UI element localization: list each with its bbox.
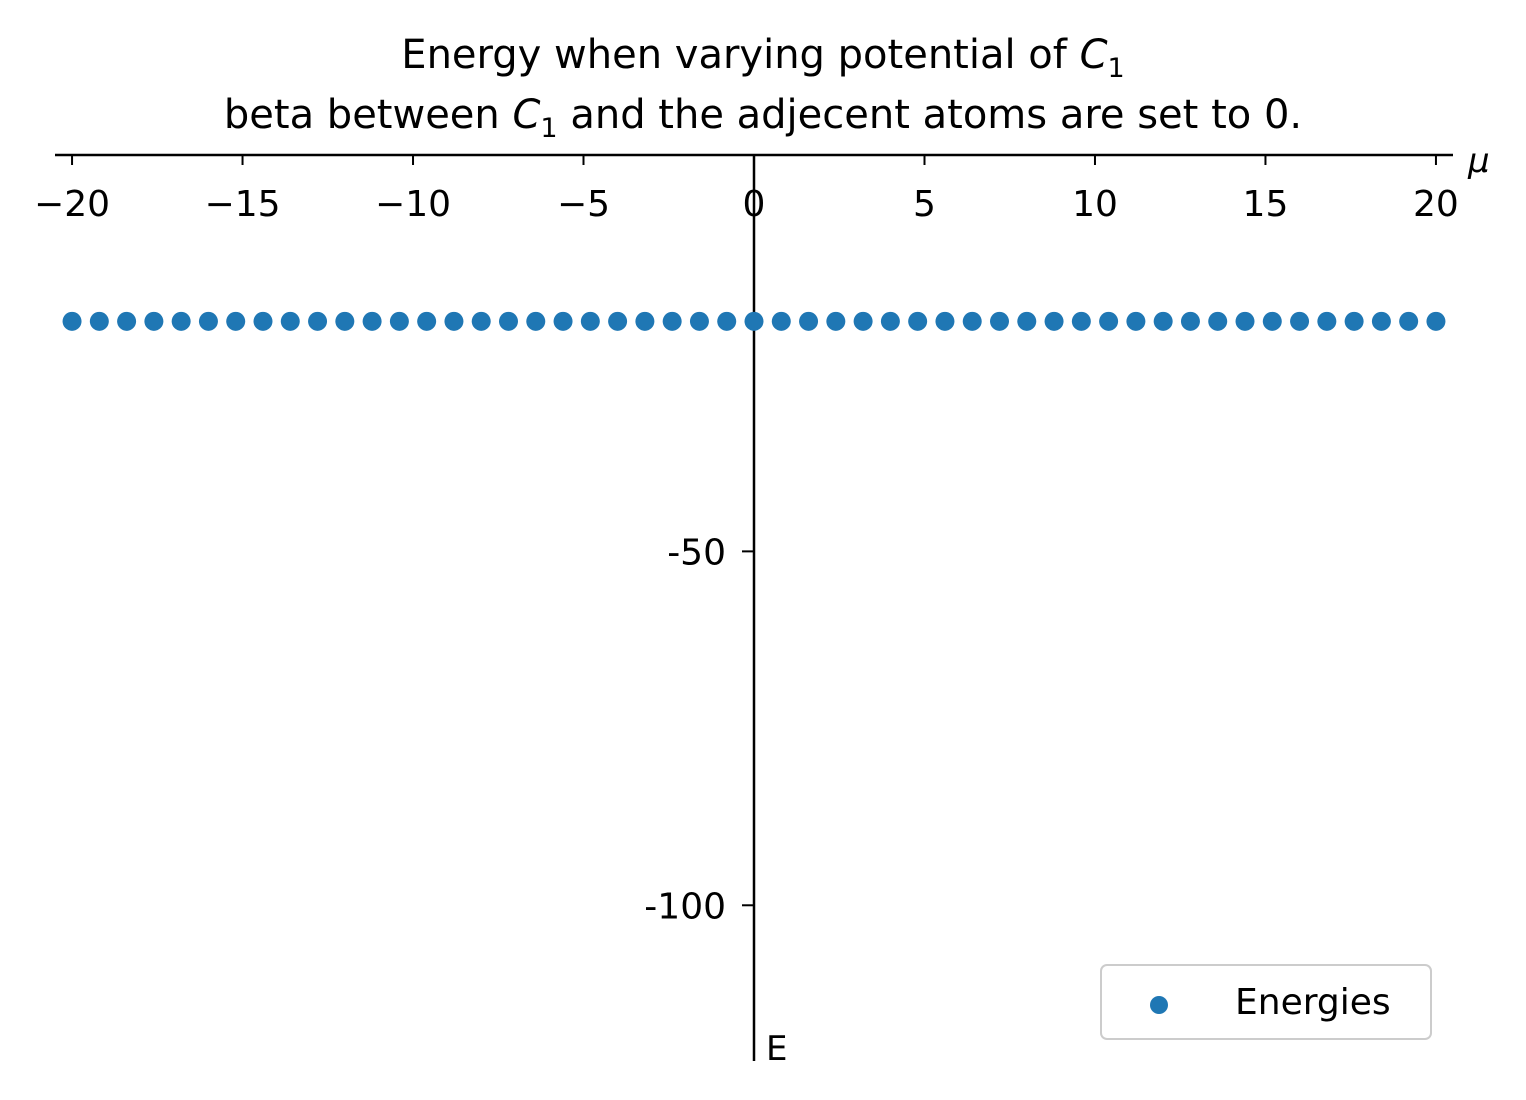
data-point bbox=[444, 311, 464, 331]
data-point bbox=[198, 311, 218, 331]
data-point bbox=[1180, 311, 1200, 331]
data-point bbox=[1071, 311, 1091, 331]
data-point bbox=[799, 311, 819, 331]
data-point bbox=[526, 311, 546, 331]
data-point bbox=[417, 311, 437, 331]
data-point bbox=[1317, 311, 1337, 331]
x-tick-label: −5 bbox=[557, 184, 610, 225]
data-point bbox=[280, 311, 300, 331]
data-point bbox=[962, 311, 982, 331]
y-axis-label: E bbox=[766, 1029, 787, 1069]
data-point bbox=[608, 311, 628, 331]
data-point bbox=[771, 311, 791, 331]
data-point bbox=[1153, 311, 1173, 331]
title-line-1: Energy when varying potential of C1 bbox=[401, 32, 1124, 84]
x-tick-label: 20 bbox=[1413, 184, 1459, 225]
data-point bbox=[335, 311, 355, 331]
data-point bbox=[389, 311, 409, 331]
data-point bbox=[89, 311, 109, 331]
data-point bbox=[498, 311, 518, 331]
y-tick-label: -50 bbox=[667, 532, 726, 573]
data-point bbox=[1399, 311, 1419, 331]
data-point bbox=[1126, 311, 1146, 331]
data-point bbox=[990, 311, 1010, 331]
data-point bbox=[117, 311, 137, 331]
data-point bbox=[62, 311, 82, 331]
data-point bbox=[717, 311, 737, 331]
axes: −20 −15 −10 −5 0 5 10 15 20 -50 -100 μ E bbox=[34, 141, 1490, 1069]
data-point bbox=[880, 311, 900, 331]
data-point bbox=[1426, 311, 1446, 331]
data-point bbox=[689, 311, 709, 331]
y-tick-label: -100 bbox=[644, 886, 726, 927]
x-tick-label: 5 bbox=[913, 184, 936, 225]
x-axis-label: μ bbox=[1467, 141, 1490, 181]
data-point bbox=[1017, 311, 1037, 331]
data-point bbox=[853, 311, 873, 331]
data-point bbox=[580, 311, 600, 331]
data-point bbox=[1262, 311, 1282, 331]
data-point bbox=[744, 311, 764, 331]
data-point bbox=[1099, 311, 1119, 331]
data-point bbox=[826, 311, 846, 331]
title-line-2: beta between C1 and the adjecent atoms a… bbox=[224, 92, 1302, 144]
data-point bbox=[144, 311, 164, 331]
data-point bbox=[226, 311, 246, 331]
data-point bbox=[1344, 311, 1364, 331]
data-points bbox=[62, 311, 1446, 331]
x-tick-label: 0 bbox=[743, 184, 766, 225]
data-point bbox=[253, 311, 273, 331]
x-tick-label: 15 bbox=[1243, 184, 1289, 225]
legend-box bbox=[1100, 964, 1432, 1040]
data-point bbox=[362, 311, 382, 331]
data-point bbox=[171, 311, 191, 331]
data-point bbox=[1371, 311, 1391, 331]
data-point bbox=[935, 311, 955, 331]
data-point bbox=[308, 311, 328, 331]
data-point bbox=[1235, 311, 1255, 331]
data-point bbox=[635, 311, 655, 331]
legend-marker bbox=[1150, 996, 1168, 1014]
data-point bbox=[908, 311, 928, 331]
data-point bbox=[553, 311, 573, 331]
data-point bbox=[1290, 311, 1310, 331]
data-point bbox=[471, 311, 491, 331]
x-tick-label: 10 bbox=[1072, 184, 1118, 225]
data-point bbox=[662, 311, 682, 331]
chart-title: Energy when varying potential of C1 beta … bbox=[224, 32, 1302, 144]
x-tick-label: −20 bbox=[34, 184, 110, 225]
legend: Energies bbox=[1100, 964, 1432, 1040]
x-tick-label: −10 bbox=[375, 184, 451, 225]
data-point bbox=[1044, 311, 1064, 331]
legend-label: Energies bbox=[1235, 982, 1391, 1023]
data-point bbox=[1208, 311, 1228, 331]
x-tick-label: −15 bbox=[205, 184, 281, 225]
